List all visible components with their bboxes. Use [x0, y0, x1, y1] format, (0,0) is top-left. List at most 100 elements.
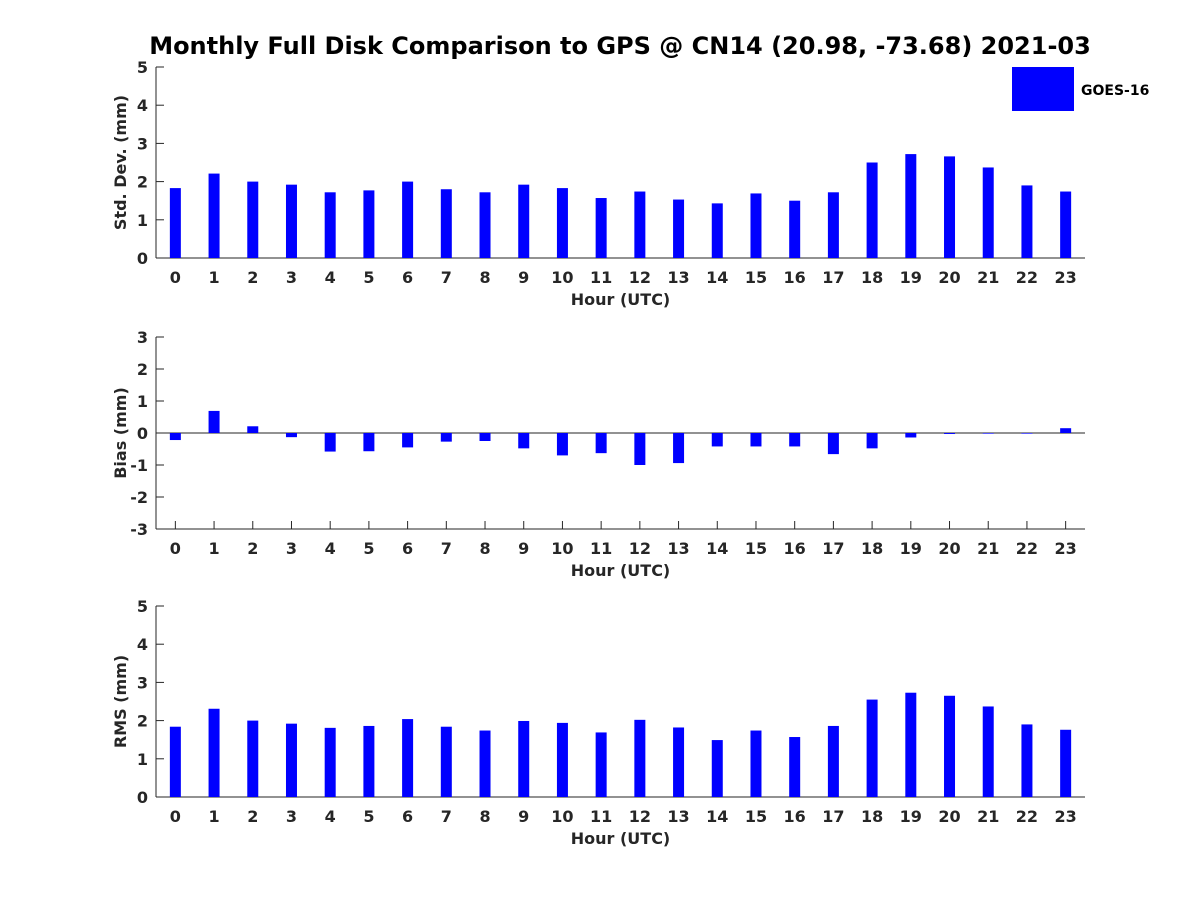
x-tick-label: 22 [1016, 268, 1038, 287]
x-tick-label: 16 [784, 268, 806, 287]
bar-hour-11 [595, 198, 607, 258]
x-tick-label: 4 [325, 268, 336, 287]
y-tick-label: 0 [137, 249, 148, 268]
x-tick-label: 9 [518, 807, 529, 826]
bar-hour-17 [827, 725, 839, 797]
bar-hour-2 [247, 181, 259, 258]
x-tick-label: 17 [822, 268, 844, 287]
y-tick-label: 3 [137, 134, 148, 153]
bar-hour-18 [866, 162, 878, 258]
bar-hour-0 [169, 726, 181, 797]
x-tick-label: 1 [208, 539, 219, 558]
bar-hour-9 [518, 433, 530, 449]
bar-hour-20 [944, 695, 956, 797]
x-tick-label: 15 [745, 807, 767, 826]
x-tick-label: 0 [170, 539, 181, 558]
x-tick-label: 12 [629, 807, 651, 826]
x-tick-label: 2 [247, 539, 258, 558]
x-tick-label: 14 [706, 539, 728, 558]
y-tick-label: 1 [137, 392, 148, 411]
bar-hour-22 [1021, 185, 1033, 258]
bar-hour-11 [595, 732, 607, 797]
bar-hour-0 [169, 433, 181, 441]
x-tick-label: 7 [441, 539, 452, 558]
x-axis-label: Hour (UTC) [571, 290, 671, 309]
y-tick-label: 2 [137, 173, 148, 192]
bar-hour-14 [711, 433, 723, 447]
x-tick-label: 1 [208, 807, 219, 826]
bar-hour-14 [711, 203, 723, 258]
x-tick-label: 17 [822, 539, 844, 558]
x-tick-label: 0 [170, 807, 181, 826]
x-tick-label: 10 [551, 539, 573, 558]
bar-hour-6 [402, 433, 414, 448]
bar-hour-12 [634, 191, 646, 258]
x-tick-label: 10 [551, 268, 573, 287]
bar-hour-3 [285, 433, 297, 438]
bar-hour-9 [518, 184, 530, 258]
x-tick-label: 8 [479, 268, 490, 287]
x-tick-label: 18 [861, 268, 883, 287]
bar-hour-12 [634, 433, 646, 465]
bar-hour-23 [1060, 191, 1072, 258]
y-tick-label: 1 [137, 750, 148, 769]
x-tick-label: 5 [363, 807, 374, 826]
x-tick-label: 22 [1016, 539, 1038, 558]
bar-hour-21 [982, 433, 994, 434]
y-tick-label: 5 [137, 597, 148, 616]
x-tick-label: 12 [629, 268, 651, 287]
x-tick-label: 11 [590, 807, 612, 826]
bar-hour-8 [479, 433, 491, 441]
bar-hour-16 [789, 737, 801, 797]
x-tick-label: 2 [247, 268, 258, 287]
bar-hour-10 [556, 188, 568, 258]
x-tick-label: 9 [518, 539, 529, 558]
x-tick-label: 20 [938, 268, 960, 287]
bar-hour-21 [982, 706, 994, 797]
bar-hour-7 [440, 189, 452, 258]
x-tick-label: 11 [590, 268, 612, 287]
x-tick-label: 12 [629, 539, 651, 558]
bar-hour-13 [673, 433, 685, 464]
y-tick-label: 3 [137, 328, 148, 347]
x-tick-label: 18 [861, 539, 883, 558]
x-axis-label: Hour (UTC) [571, 561, 671, 580]
x-tick-label: 13 [667, 807, 689, 826]
legend-swatch [1012, 67, 1074, 111]
y-tick-label: 4 [137, 635, 148, 654]
x-tick-label: 9 [518, 268, 529, 287]
bar-hour-19 [905, 692, 917, 797]
x-tick-label: 22 [1016, 807, 1038, 826]
bar-hour-0 [169, 188, 181, 258]
y-tick-label: 0 [137, 424, 148, 443]
bar-hour-8 [479, 730, 491, 797]
bar-hour-15 [750, 193, 762, 258]
bar-hour-7 [440, 726, 452, 797]
x-tick-label: 4 [325, 539, 336, 558]
y-axis-label: Bias (mm) [111, 387, 130, 479]
x-tick-label: 15 [745, 539, 767, 558]
bar-hour-19 [905, 154, 917, 258]
bar-hour-14 [711, 740, 723, 797]
bar-hour-22 [1021, 433, 1033, 434]
y-tick-label: -1 [130, 456, 148, 475]
x-tick-label: 23 [1055, 268, 1077, 287]
bar-hour-13 [673, 199, 685, 258]
bar-hour-23 [1060, 729, 1072, 797]
chart-title: Monthly Full Disk Comparison to GPS @ CN… [149, 32, 1091, 60]
x-tick-label: 19 [900, 539, 922, 558]
x-tick-label: 19 [900, 268, 922, 287]
y-tick-label: 2 [137, 712, 148, 731]
y-axis-label: RMS (mm) [111, 655, 130, 748]
legend: GOES-16 [1012, 67, 1149, 111]
bar-hour-23 [1060, 428, 1072, 433]
y-tick-label: 1 [137, 211, 148, 230]
bar-hour-22 [1021, 724, 1033, 797]
bar-hour-8 [479, 192, 491, 258]
x-tick-label: 16 [784, 539, 806, 558]
x-tick-label: 19 [900, 807, 922, 826]
x-tick-label: 5 [363, 539, 374, 558]
bar-hour-1 [208, 173, 220, 258]
y-tick-label: -2 [130, 488, 148, 507]
